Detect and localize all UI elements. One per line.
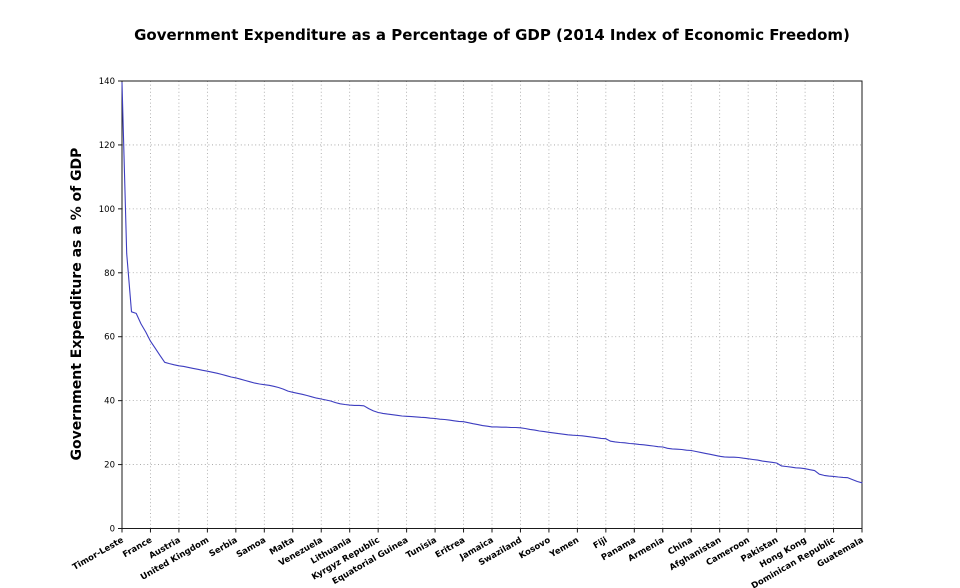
x-tick-label: Fiji	[592, 535, 610, 551]
x-tick-label: Tunisia	[404, 535, 438, 561]
y-tick-label: 40	[104, 397, 115, 407]
x-tick-label: Serbia	[208, 535, 240, 559]
y-tick-label: 140	[99, 77, 115, 87]
y-tick-label: 60	[104, 333, 115, 343]
y-tick-label: 120	[99, 141, 115, 151]
x-tick-label: Kosovo	[517, 535, 552, 561]
x-tick-label: Samoa	[235, 535, 268, 560]
y-tick-label: 100	[99, 205, 115, 215]
x-tick-label: Yemen	[547, 535, 580, 560]
y-tick-label: 80	[104, 269, 115, 279]
data-line	[121, 82, 863, 484]
x-tick-label: Timor-Leste	[71, 535, 126, 572]
chart-title: Government Expenditure as a Percentage o…	[134, 26, 850, 44]
y-tick-label: 20	[104, 461, 115, 471]
y-tick-label: 0	[110, 525, 115, 535]
